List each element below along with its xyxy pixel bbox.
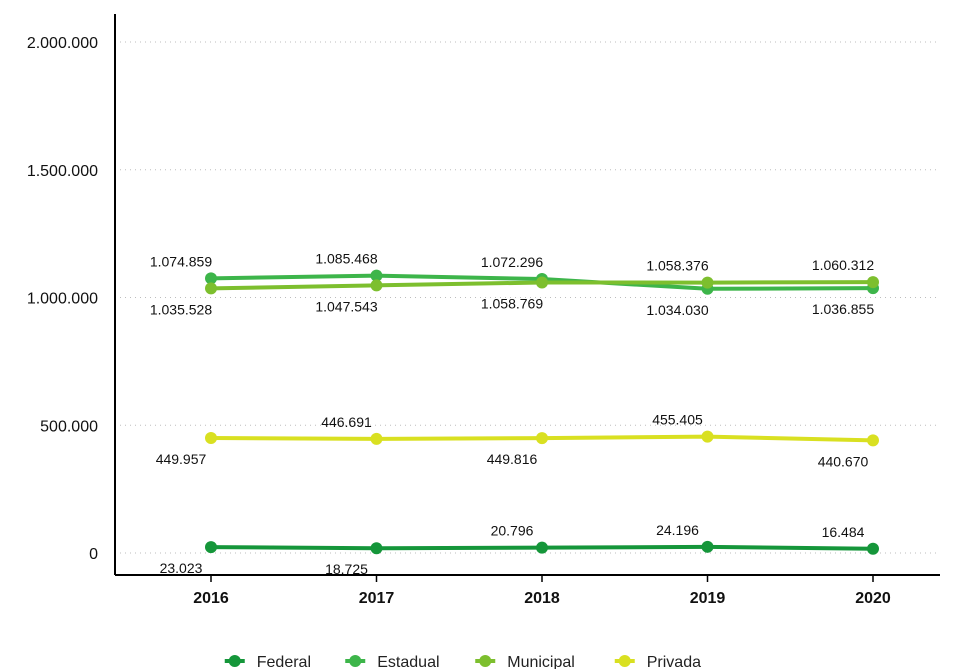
data-label-municipal: 1.058.769 (481, 295, 543, 311)
data-label-municipal: 1.035.528 (150, 301, 212, 317)
data-point-municipal (536, 276, 548, 289)
data-label-municipal: 1.060.312 (812, 257, 874, 273)
data-point-privada (370, 432, 383, 445)
x-tick-label: 2018 (524, 590, 560, 607)
data-point-estadual (205, 272, 217, 285)
data-point-federal (867, 542, 879, 555)
data-label-privada: 449.957 (156, 451, 207, 467)
legend-label-federal: Federal (257, 654, 311, 669)
data-point-municipal (205, 282, 217, 295)
data-label-estadual: 1.072.296 (481, 254, 543, 270)
data-label-privada: 446.691 (321, 414, 372, 430)
data-point-municipal (701, 276, 714, 289)
data-label-estadual: 1.036.855 (812, 301, 874, 317)
data-point-privada (701, 430, 714, 443)
data-point-privada (867, 434, 879, 447)
data-label-estadual: 1.085.468 (315, 251, 377, 267)
x-tick-label: 2016 (193, 590, 229, 607)
data-label-estadual: 1.074.859 (150, 253, 212, 269)
data-label-federal: 16.484 (822, 524, 865, 540)
y-tick-label: 2.000.000 (27, 35, 98, 52)
y-tick-label: 1.500.000 (27, 163, 98, 180)
x-tick-label: 2017 (359, 590, 395, 607)
data-label-estadual: 1.034.030 (646, 302, 708, 318)
data-point-federal (701, 540, 714, 553)
legend-label-privada: Privada (647, 654, 701, 669)
data-label-municipal: 1.058.376 (646, 258, 708, 274)
data-label-municipal: 1.047.543 (315, 298, 377, 314)
legend-label-estadual: Estadual (377, 654, 439, 669)
legend-marker-estadual (349, 655, 362, 667)
data-point-federal (205, 541, 217, 554)
y-tick-label: 500.000 (40, 418, 98, 435)
x-tick-label: 2019 (690, 590, 726, 607)
series-lines (205, 269, 879, 555)
legend-marker-privada (618, 655, 631, 667)
legend-label-municipal: Municipal (507, 654, 575, 669)
data-point-federal (536, 541, 548, 554)
data-point-federal (370, 542, 383, 555)
x-tick-label: 2020 (855, 590, 891, 607)
data-label-federal: 18.725 (325, 561, 368, 577)
legend-marker-municipal (479, 655, 492, 667)
data-point-privada (536, 432, 548, 445)
axes: 0 500.000 1.000.000 1.500.000 2.000.000 2016 2… (27, 14, 940, 607)
data-label-privada: 455.405 (652, 412, 703, 428)
data-point-privada (205, 432, 217, 445)
y-tick-label: 1.000.000 (27, 291, 98, 308)
legend: Federal Estadual Municipal Privada (224, 654, 701, 669)
data-label-privada: 440.670 (818, 453, 869, 469)
data-label-federal: 20.796 (491, 523, 534, 539)
legend-marker-federal (228, 655, 241, 667)
data-label-privada: 449.816 (487, 451, 538, 467)
y-tick-label: 0 (89, 546, 98, 563)
data-label-federal: 24.196 (656, 522, 699, 538)
data-point-estadual (370, 269, 383, 282)
data-labels: 23.023 18.725 20.796 24.196 16.484 1.074.859 1… (150, 251, 874, 578)
data-point-municipal (867, 276, 879, 289)
data-label-federal: 23.023 (160, 560, 203, 576)
data-point-municipal (370, 279, 383, 292)
